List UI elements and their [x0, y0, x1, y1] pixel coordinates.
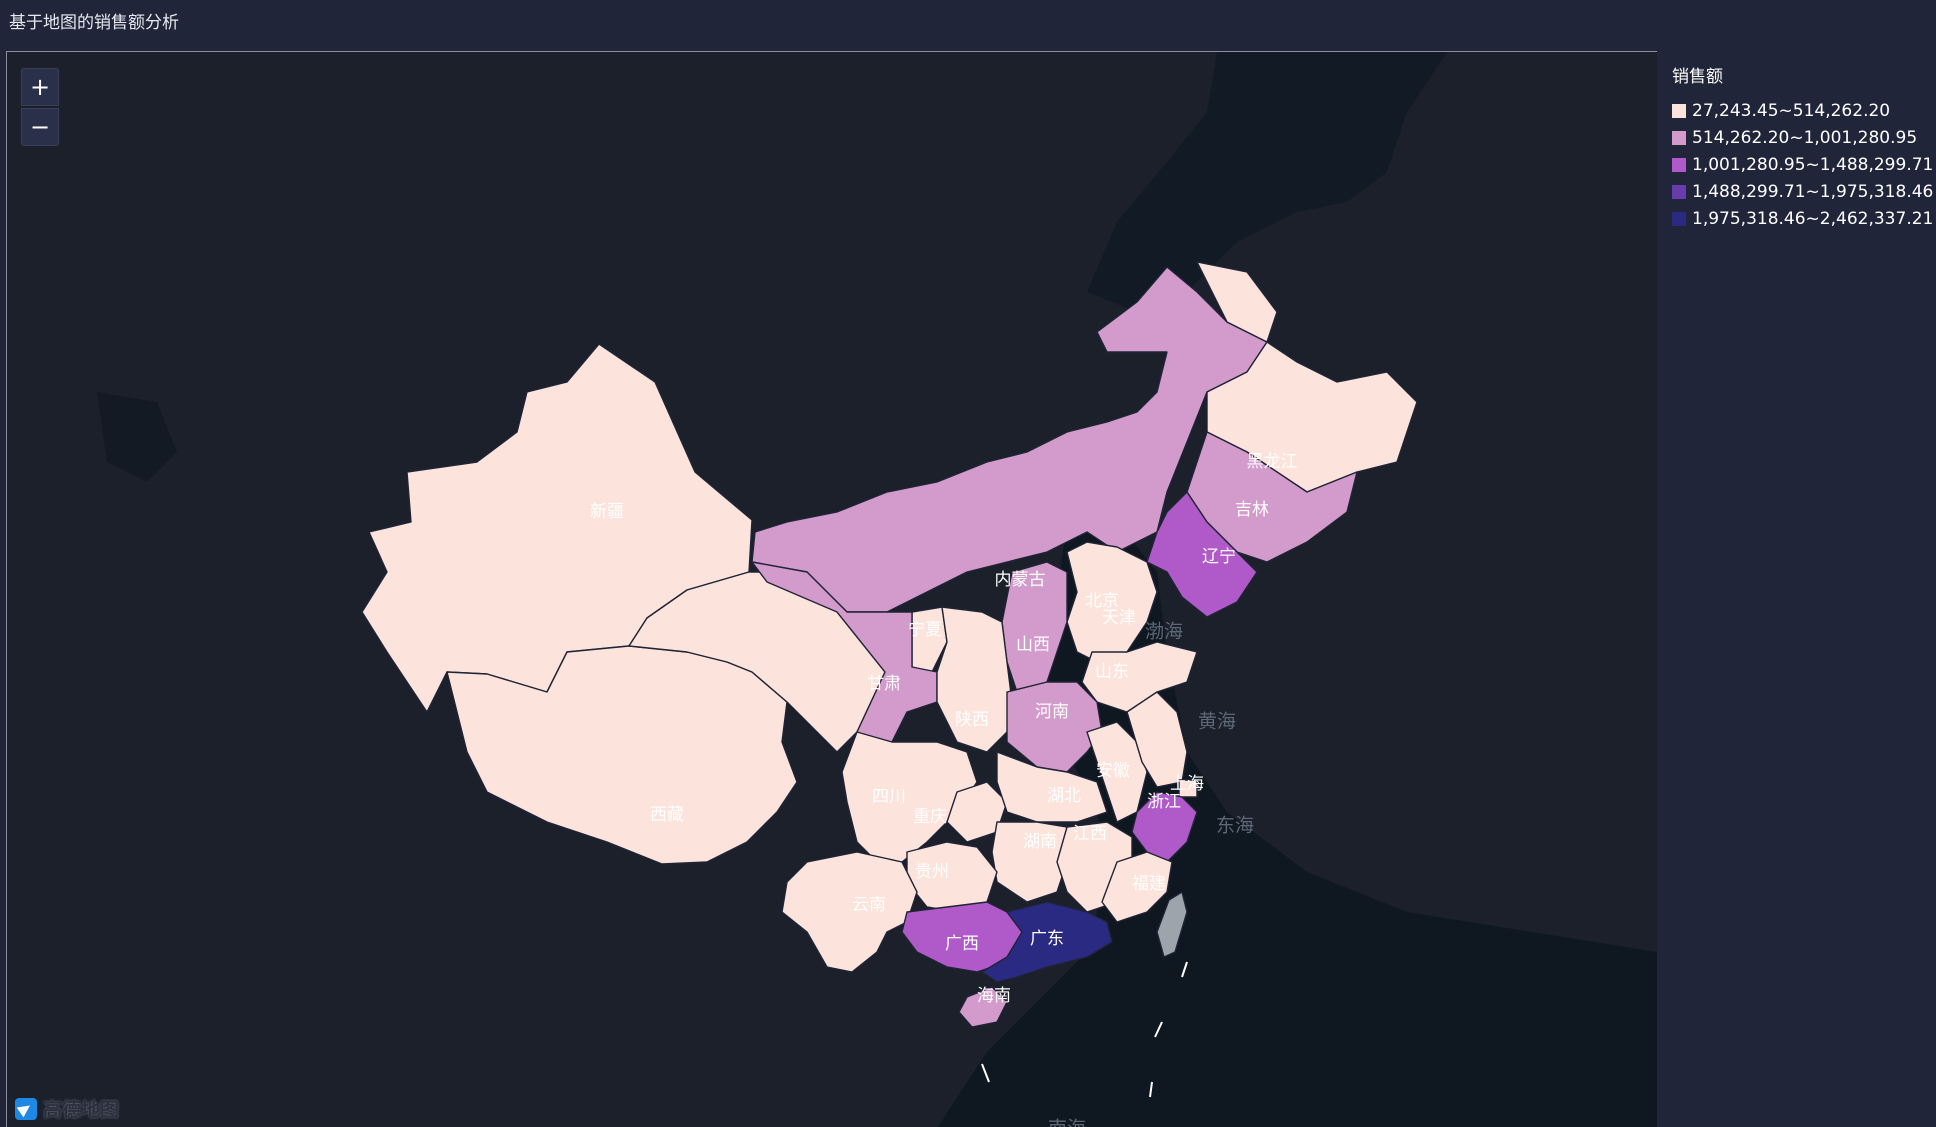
- south-china-sea-islands: [981, 961, 1188, 1098]
- provinces-layer: [361, 261, 1418, 1028]
- china-map[interactable]: 新疆 西藏 内蒙古 黑龙江 吉林 辽宁 北京 天津 宁夏 甘肃 山西 山东 河南…: [7, 52, 1657, 1127]
- label-zhejiang: 浙江: [1147, 792, 1181, 812]
- label-shandong: 山东: [1095, 662, 1129, 682]
- legend-label: 27,243.45~514,262.20: [1692, 100, 1891, 121]
- province-sichuan[interactable]: [841, 731, 978, 863]
- sea-label-donghai: 东海: [1216, 815, 1254, 837]
- label-guangdong: 广东: [1030, 929, 1064, 949]
- legend-swatch: [1672, 157, 1686, 172]
- island-dash: [1181, 961, 1188, 978]
- province-jiangsu[interactable]: [1126, 691, 1188, 788]
- label-ningxia: 宁夏: [908, 620, 942, 640]
- legend-item[interactable]: 1,488,299.71~1,975,318.46: [1672, 178, 1933, 205]
- island-dash: [1154, 1021, 1163, 1038]
- legend-title: 销售额: [1672, 67, 1723, 87]
- sea-label-huanghai: 黄海: [1198, 711, 1236, 733]
- legend-item[interactable]: 1,975,318.46~2,462,337.21: [1672, 205, 1933, 232]
- label-xizang: 西藏: [650, 805, 684, 825]
- label-xinjiang: 新疆: [590, 502, 624, 522]
- logo-text: 高德地图: [43, 1099, 120, 1121]
- zoom-out-button[interactable]: −: [21, 108, 59, 146]
- label-shanghai: 上海: [1170, 774, 1204, 794]
- legend: 销售额 27,243.45~514,262.20 514,262.20~1,00…: [1672, 62, 1933, 232]
- label-henan: 河南: [1035, 702, 1069, 722]
- province-xinjiang[interactable]: [361, 343, 753, 713]
- province-guangdong[interactable]: [981, 901, 1113, 983]
- zoom-in-button[interactable]: +: [21, 68, 59, 106]
- legend-item[interactable]: 1,001,280.95~1,488,299.71: [1672, 151, 1933, 178]
- sea-label-bohai: 渤海: [1145, 621, 1183, 643]
- label-yunnan: 云南: [852, 895, 886, 915]
- label-hainan: 海南: [977, 986, 1011, 1006]
- label-shaanxi: 陕西: [955, 710, 989, 730]
- legend-item[interactable]: 514,262.20~1,001,280.95: [1672, 124, 1933, 151]
- province-zhejiang[interactable]: [1131, 791, 1198, 863]
- label-guangxi: 广西: [945, 934, 979, 954]
- label-fujian: 福建: [1132, 874, 1166, 894]
- label-shanxi: 山西: [1016, 635, 1050, 655]
- legend-label: 1,975,318.46~2,462,337.21: [1692, 208, 1934, 229]
- label-beijing: 北京: [1085, 591, 1119, 611]
- label-anhui: 安徽: [1096, 761, 1130, 781]
- legend-swatch: [1672, 103, 1686, 118]
- sea-labels: 渤海 黄海 东海 南海: [1048, 621, 1254, 1127]
- label-jilin: 吉林: [1235, 500, 1269, 520]
- label-heilongjiang: 黑龙江: [1247, 452, 1298, 472]
- legend-swatch: [1672, 184, 1686, 199]
- province-fujian[interactable]: [1101, 851, 1173, 923]
- island-taiwan: [1156, 891, 1188, 958]
- province-shandong[interactable]: [1081, 641, 1198, 713]
- island-dash: [1149, 1081, 1153, 1098]
- legend-swatch: [1672, 211, 1686, 226]
- province-yunnan[interactable]: [781, 851, 918, 973]
- province-shaanxi[interactable]: [936, 606, 1013, 753]
- map-panel[interactable]: 新疆 西藏 内蒙古 黑龙江 吉林 辽宁 北京 天津 宁夏 甘肃 山西 山东 河南…: [6, 51, 1657, 1127]
- label-hubei: 湖北: [1047, 786, 1081, 806]
- island-dash: [981, 1063, 990, 1083]
- legend-label: 1,488,299.71~1,975,318.46: [1692, 181, 1934, 202]
- province-heilongjiang[interactable]: [1196, 261, 1418, 493]
- legend-label: 1,001,280.95~1,488,299.71: [1692, 154, 1934, 175]
- province-gansu[interactable]: [751, 561, 938, 753]
- label-gansu: 甘肃: [867, 674, 901, 694]
- province-hunan[interactable]: [991, 821, 1068, 903]
- province-labels: 新疆 西藏 内蒙古 黑龙江 吉林 辽宁 北京 天津 宁夏 甘肃 山西 山东 河南…: [590, 452, 1298, 1006]
- sea-label-nanhai: 南海: [1048, 1118, 1086, 1127]
- legend-swatch: [1672, 130, 1686, 145]
- label-jiangxi: 江西: [1073, 824, 1107, 844]
- legend-label: 514,262.20~1,001,280.95: [1692, 127, 1918, 148]
- province-liaoning[interactable]: [1146, 491, 1258, 618]
- map-logo[interactable]: 高德地图: [15, 1095, 119, 1122]
- province-hubei[interactable]: [996, 751, 1108, 823]
- page-title: 基于地图的销售额分析: [9, 13, 179, 33]
- label-hunan: 湖南: [1023, 832, 1057, 852]
- province-shanghai[interactable]: [1178, 779, 1198, 798]
- label-guizhou: 贵州: [915, 862, 949, 882]
- province-xizang[interactable]: [446, 645, 798, 865]
- label-liaoning: 辽宁: [1202, 547, 1236, 567]
- label-neimenggu: 内蒙古: [995, 570, 1046, 590]
- label-chongqing: 重庆: [913, 807, 947, 827]
- legend-item[interactable]: 27,243.45~514,262.20: [1672, 97, 1933, 124]
- label-sichuan: 四川: [872, 787, 906, 807]
- amap-logo-icon: [15, 1097, 37, 1120]
- province-hebei[interactable]: [1066, 541, 1158, 663]
- province-hainan[interactable]: [958, 986, 1008, 1028]
- label-tianjin: 天津: [1102, 608, 1136, 628]
